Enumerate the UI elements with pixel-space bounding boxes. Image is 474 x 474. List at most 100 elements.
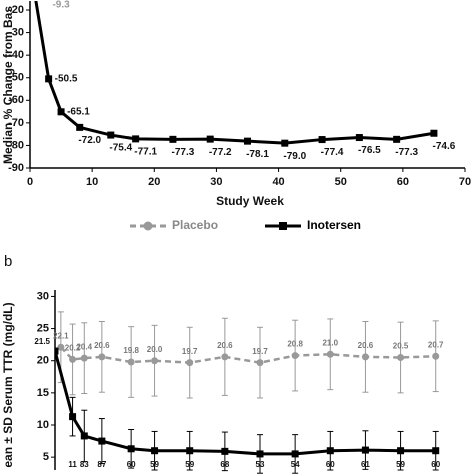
value-label: -75.4 [109,143,132,154]
marker [256,450,264,458]
value-label: -77.4 [321,147,344,158]
value-label: 20.7 [428,340,444,349]
x-tick-label: 30 [210,176,222,188]
y-tick-label: 10 [37,419,49,431]
annotation: 59 [396,460,405,469]
plot-area [34,1,438,147]
y-axis-title: Median % Change from Bas [1,6,15,164]
marker [107,131,115,139]
y-tick-label: -60 [8,94,24,106]
marker [169,135,177,143]
marker [291,450,299,458]
marker [256,359,264,367]
x-tick-label: 70 [459,176,471,188]
marker [244,137,251,145]
x-tick-label: 10 [86,176,98,188]
marker [57,108,65,116]
marker [361,353,369,361]
marker [57,343,65,351]
value-label: -79.0 [283,151,306,162]
y-tick-label: -40 [8,49,24,61]
marker [221,353,229,361]
annotation: 53 [256,460,265,469]
marker [432,352,440,360]
marker [326,350,334,358]
marker [69,355,77,363]
panel-label: b [4,253,12,270]
marker [69,413,77,421]
value-label: 19.7 [182,347,198,356]
annotation: 87 [97,460,106,469]
value-label: -72.0 [78,135,101,146]
legend-marker [279,222,287,230]
value-label: 22.1 [53,331,69,340]
legend-marker [143,221,153,231]
y-tick-label: 20 [37,355,49,367]
marker [80,432,88,440]
marker [186,447,194,455]
marker [397,447,405,455]
value-label: -74.6 [433,141,456,152]
annotation: 83 [80,460,89,469]
marker [318,136,326,144]
marker [397,354,405,361]
y-tick-label: -80 [8,139,24,151]
value-label: -77.3 [395,147,418,158]
marker [151,357,159,365]
x-tick-label: 50 [335,176,347,188]
y-axis-title: ean ± SD Serum TTR (mg/dL) [1,302,15,467]
value-label: 20.4 [76,342,92,351]
annotation: 59 [150,460,159,469]
value-label: 20.0 [147,345,163,354]
value-label: -78.1 [246,149,269,160]
marker [430,129,438,137]
marker [361,446,369,454]
marker [98,353,106,361]
value-label: 21.0 [322,338,338,347]
annotation: 54 [291,460,300,469]
value-label: 20.6 [358,341,374,350]
marker [326,447,334,455]
series-line [55,350,436,456]
marker [127,445,135,453]
marker [98,437,106,445]
annotation: 59 [185,460,194,469]
legend-label: Inotersen [307,218,361,232]
marker [127,358,135,366]
y-tick-label: 5 [43,451,49,463]
marker [76,123,84,131]
y-tick-label: -20 [8,4,24,16]
y-tick-label: 30 [37,290,49,302]
x-tick-label: 20 [148,176,160,188]
marker [80,354,88,362]
legend-label: Placebo [172,218,218,232]
value-label: 20.8 [287,340,303,349]
value-label: -65.1 [67,106,90,117]
marker [55,347,59,355]
annotation: 61 [361,460,370,469]
annotation: 60 [326,460,335,469]
x-tick-label: 60 [397,176,409,188]
marker [432,447,440,455]
value-label: 20.2 [65,344,81,353]
value-label: -76.5 [358,145,381,156]
value-label: 20.6 [217,341,233,350]
value-label: -77.3 [172,147,195,158]
plot-area [55,311,440,474]
value-label: 20.5 [393,342,409,351]
x-axis-title: Study Week [216,194,284,208]
marker [186,359,194,367]
value-label: 21.5 [34,337,50,346]
series-line [34,1,435,145]
y-tick-label: 25 [37,322,49,334]
annotation: 11 [68,460,77,469]
value-label: 19.8 [123,346,139,355]
marker [355,134,363,142]
y-tick-label: -70 [8,117,24,129]
y-tick-label: -30 [8,27,24,39]
marker [132,135,140,143]
series-line [59,346,436,364]
y-tick-label: 15 [37,387,49,399]
